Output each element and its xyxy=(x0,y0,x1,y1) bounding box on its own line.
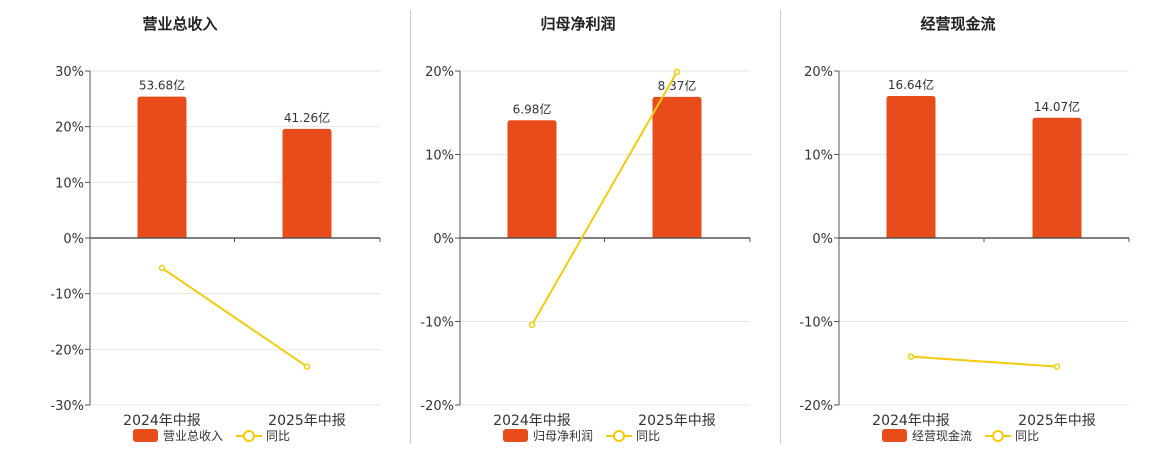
legend-label: 同比 xyxy=(1015,429,1039,443)
x-tick-label: 2024年中报 xyxy=(493,413,571,429)
chart-title: 归母净利润 xyxy=(540,15,615,33)
legend-bar-swatch xyxy=(503,429,528,442)
y-tick-label: 20% xyxy=(55,121,84,136)
bar xyxy=(652,96,702,238)
legend-label: 归母净利润 xyxy=(533,429,593,443)
legend-line-marker xyxy=(613,430,625,442)
y-tick-label: -20% xyxy=(50,343,84,358)
y-tick-label: -20% xyxy=(799,399,833,414)
bar xyxy=(282,128,332,238)
chart-panel-cash-flow: 经营现金流 20% 10% 0% -10% -20% 16.64亿 14.07亿 2024年中报… xyxy=(781,0,1160,450)
legend-line-marker xyxy=(992,430,1004,442)
legend-bar-swatch xyxy=(882,429,907,442)
x-tick-label: 2024年中报 xyxy=(123,413,201,429)
chart-svg: 归母净利润 20% 10% 0% -10% -20% 6.98亿 8.37亿 2024年中报 20… xyxy=(420,15,751,443)
y-tick-label: -10% xyxy=(420,316,454,331)
bar xyxy=(886,96,936,238)
yoy-point xyxy=(528,321,536,329)
legend-bar-swatch xyxy=(133,429,158,442)
yoy-line xyxy=(531,71,678,326)
legend-label: 营业总收入 xyxy=(163,429,223,443)
chart-title: 营业总收入 xyxy=(142,15,217,33)
y-tick-label: 0% xyxy=(433,232,454,247)
panel-divider xyxy=(410,10,411,444)
panel-divider xyxy=(780,10,781,444)
y-tick-label: 10% xyxy=(55,176,84,191)
bar-value-label: 14.07亿 xyxy=(1034,99,1080,114)
bar-value-label: 8.37亿 xyxy=(658,78,697,93)
x-tick-label: 2025年中报 xyxy=(1018,413,1096,429)
yoy-line xyxy=(910,355,1058,368)
legend-label: 同比 xyxy=(266,429,290,443)
bar-value-label: 53.68亿 xyxy=(139,78,185,93)
bar xyxy=(1032,117,1082,238)
chart-svg: 营业总收入 30% 20% 10% 0% -10% -20% -30% 53.68亿 41.26亿… xyxy=(50,15,381,443)
yoy-point xyxy=(1053,363,1061,370)
x-tick-label: 2025年中报 xyxy=(638,413,716,429)
y-tick-label: -30% xyxy=(50,399,84,414)
bar-value-label: 6.98亿 xyxy=(513,101,552,116)
y-tick-label: 10% xyxy=(804,149,833,164)
yoy-point xyxy=(158,264,166,272)
bar xyxy=(507,120,557,238)
y-tick-label: 20% xyxy=(804,65,833,80)
y-tick-label: -20% xyxy=(420,399,454,414)
yoy-point xyxy=(907,353,915,360)
chart-panel-net-profit: 归母净利润 20% 10% 0% -10% -20% 6.98亿 8.37亿 2024年中报 20… xyxy=(411,0,780,450)
y-tick-label: 0% xyxy=(812,232,833,247)
y-tick-label: -10% xyxy=(799,316,833,331)
chart-title: 经营现金流 xyxy=(920,15,995,33)
x-tick-label: 2024年中报 xyxy=(872,413,950,429)
y-tick-label: 30% xyxy=(55,65,84,80)
chart-svg: 经营现金流 20% 10% 0% -10% -20% 16.64亿 14.07亿 2024年中报… xyxy=(799,15,1130,443)
y-tick-label: 10% xyxy=(425,149,454,164)
bar xyxy=(137,96,187,239)
legend-line-marker xyxy=(243,430,255,442)
x-tick-label: 2025年中报 xyxy=(268,413,346,429)
y-tick-label: 20% xyxy=(425,65,454,80)
y-tick-label: 0% xyxy=(63,232,84,247)
y-tick-label: -10% xyxy=(50,288,84,303)
legend-label: 同比 xyxy=(636,429,660,443)
bar-value-label: 16.64亿 xyxy=(888,77,934,92)
yoy-line xyxy=(161,267,308,368)
bar-value-label: 41.26亿 xyxy=(284,110,330,125)
chart-panel-revenue: 营业总收入 30% 20% 10% 0% -10% -20% -30% 53.68亿 41.26亿… xyxy=(0,0,410,450)
legend-label: 经营现金流 xyxy=(912,428,972,443)
yoy-point xyxy=(673,68,681,76)
yoy-point xyxy=(303,363,311,370)
